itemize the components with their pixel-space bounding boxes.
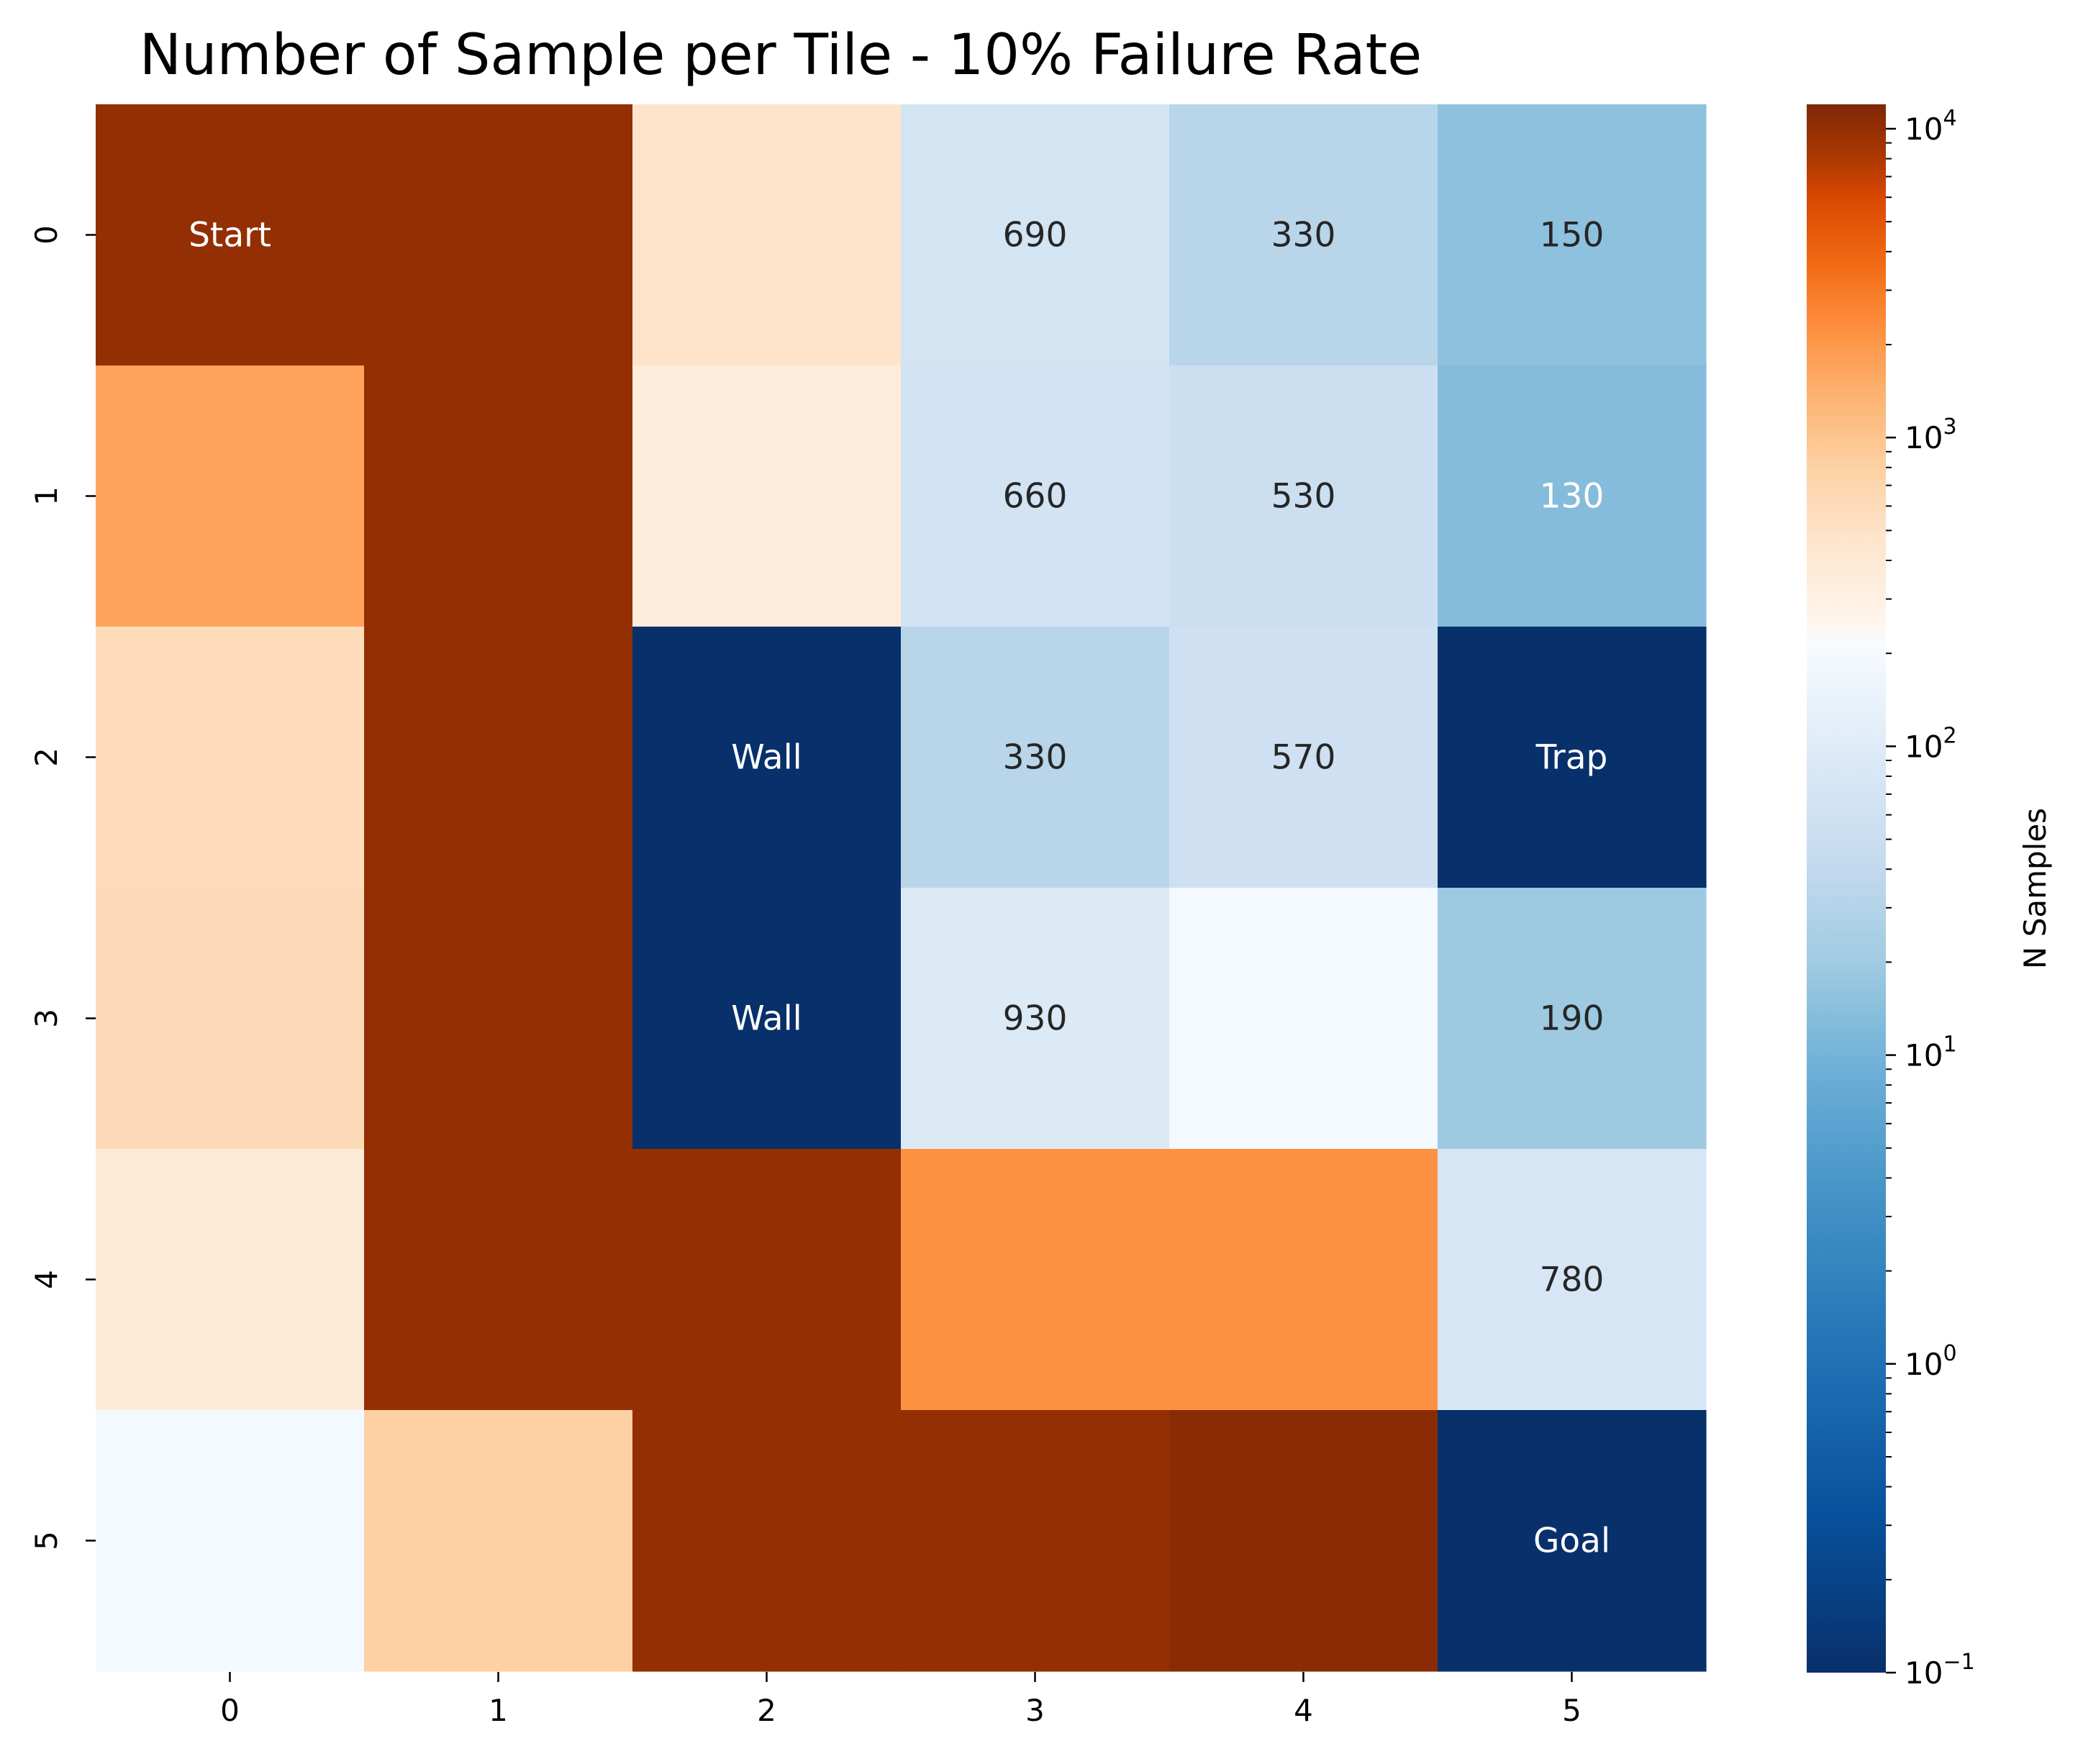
y-tick-label: 5 xyxy=(29,1531,64,1550)
heatmap-cell xyxy=(1438,627,1707,888)
y-tick-label: 1 xyxy=(29,486,64,506)
heatmap-cell xyxy=(632,627,902,888)
heatmap-cell xyxy=(1438,888,1707,1150)
heatmap-cell xyxy=(364,1149,633,1411)
heatmap-cell xyxy=(901,1149,1170,1411)
x-tick-label: 4 xyxy=(1294,1693,1313,1728)
heatmap-cell xyxy=(1438,104,1707,366)
heatmap-cell xyxy=(96,627,365,888)
x-tick-label: 0 xyxy=(220,1693,240,1728)
cell-annotation: 660 xyxy=(1003,477,1068,517)
colorbar-tick-label: 102 xyxy=(1905,723,1957,764)
heatmap-cell xyxy=(364,888,633,1150)
heatmap-cell xyxy=(632,1410,902,1672)
x-axis: 0 1 2 3 4 5 xyxy=(220,1672,1581,1728)
chart-title: Number of Sample per Tile - 10% Failure … xyxy=(140,23,1422,88)
cell-annotations: Start 690 330 150 660 530 130 Wall 330 570 Trap Wal… xyxy=(189,216,1610,1561)
cell-annotation: 330 xyxy=(1003,738,1068,778)
colorbar xyxy=(1807,104,1886,1673)
colorbar-tick-label: 103 xyxy=(1905,414,1957,455)
heatmap-cell xyxy=(1169,104,1438,366)
cell-annotation: Trap xyxy=(1535,738,1608,778)
cell-annotation: 690 xyxy=(1003,216,1068,255)
colorbar-tick-label: 101 xyxy=(1905,1032,1957,1073)
cell-annotation: 570 xyxy=(1271,738,1336,778)
x-tick-label: 1 xyxy=(489,1693,508,1728)
heatmap-cell xyxy=(901,365,1170,627)
y-axis: 0 1 2 3 4 5 xyxy=(29,225,96,1550)
heatmap-cell xyxy=(96,365,365,627)
x-tick-label: 3 xyxy=(1025,1693,1045,1728)
heatmap-cell xyxy=(1169,1149,1438,1411)
x-tick-label: 5 xyxy=(1562,1693,1581,1728)
heatmap-cell xyxy=(96,888,365,1150)
heatmap-cell xyxy=(364,104,633,366)
heatmap-cell xyxy=(632,104,902,366)
heatmap-cell xyxy=(1169,627,1438,888)
cell-annotation: 150 xyxy=(1540,216,1605,255)
heatmap-cells xyxy=(96,104,1707,1672)
heatmap-cell xyxy=(364,1410,633,1672)
heatmap-cell xyxy=(632,365,902,627)
heatmap-cell xyxy=(901,888,1170,1150)
heatmap-cell xyxy=(96,1410,365,1672)
heatmap-cell xyxy=(632,1149,902,1411)
cell-annotation: 190 xyxy=(1540,999,1605,1039)
cell-annotation: Goal xyxy=(1533,1522,1610,1561)
heatmap-cell xyxy=(901,627,1170,888)
cell-annotation: 780 xyxy=(1540,1260,1605,1300)
colorbar-ticks: 10−1 100 101 102 103 104 xyxy=(1886,106,1975,1691)
cell-annotation: Wall xyxy=(731,999,802,1039)
heatmap-cell xyxy=(1438,365,1707,627)
heatmap-cell xyxy=(364,365,633,627)
colorbar-tick-label: 104 xyxy=(1905,106,1957,147)
heatmap-cell xyxy=(1169,365,1438,627)
cell-annotation: 930 xyxy=(1003,999,1068,1039)
heatmap-cell xyxy=(901,104,1170,366)
cell-annotation: Start xyxy=(189,216,271,255)
y-tick-label: 3 xyxy=(29,1009,64,1028)
heatmap-cell xyxy=(96,1149,365,1411)
y-tick-label: 4 xyxy=(29,1270,64,1289)
y-tick-label: 0 xyxy=(29,225,64,245)
heatmap-cell xyxy=(1438,1149,1707,1411)
heatmap-cell xyxy=(96,104,365,366)
y-tick-label: 2 xyxy=(29,747,64,767)
colorbar-label: N Samples xyxy=(2018,808,2053,969)
heatmap-cell xyxy=(1169,1410,1438,1672)
cell-annotation: 130 xyxy=(1540,477,1605,517)
heatmap-cell xyxy=(632,888,902,1150)
heatmap-cell xyxy=(1169,888,1438,1150)
heatmap-cell xyxy=(1438,1410,1707,1672)
x-tick-label: 2 xyxy=(757,1693,776,1728)
colorbar-tick-label: 10−1 xyxy=(1905,1650,1975,1691)
cell-annotation: 530 xyxy=(1271,477,1336,517)
colorbar-tick-label: 100 xyxy=(1905,1341,1957,1382)
heatmap-cell xyxy=(901,1410,1170,1672)
cell-annotation: 330 xyxy=(1271,216,1336,255)
cell-annotation: Wall xyxy=(731,738,802,778)
heatmap-cell xyxy=(364,627,633,888)
